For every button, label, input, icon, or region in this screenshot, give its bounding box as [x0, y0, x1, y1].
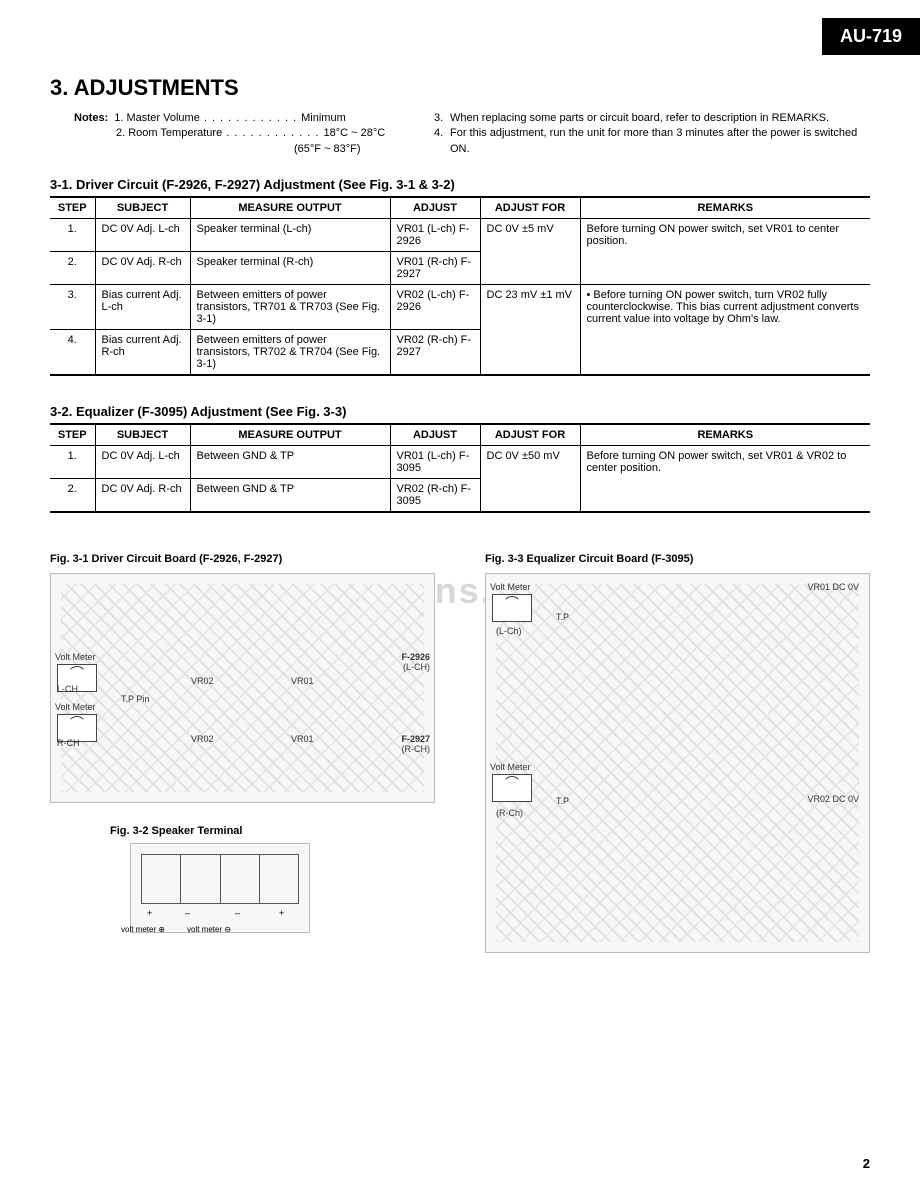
cell-measure: Between GND & TP: [190, 446, 390, 479]
fig-3-3-diagram: Volt Meter Volt Meter (L-Ch) (R-Ch) T.P …: [485, 573, 870, 953]
volt-meter-icon: [492, 774, 532, 802]
note-1-value: Minimum: [301, 111, 346, 126]
label-tp: T.P: [556, 612, 569, 622]
cell-subject: Bias current Adj. R-ch: [95, 330, 190, 376]
cell-subject: Bias current Adj. L-ch: [95, 285, 190, 330]
label-volt-meter: Volt Meter: [490, 582, 531, 592]
label-lch: (L-Ch): [496, 626, 522, 636]
page-number: 2: [863, 1156, 870, 1171]
note-4-text: For this adjustment, run the unit for mo…: [450, 126, 870, 157]
cell-measure: Between emitters of power transistors, T…: [190, 330, 390, 376]
model-badge: AU-719: [822, 18, 920, 55]
label-minus: –: [235, 908, 240, 918]
note-4-num: 4.: [434, 126, 450, 157]
cell-remarks: • Before turning ON power switch, turn V…: [580, 285, 870, 376]
label-volt-meter: Volt Meter: [490, 762, 531, 772]
th-step: STEP: [50, 197, 95, 219]
cell-remarks: Before turning ON power switch, set VR01…: [580, 219, 870, 285]
th-adjust: ADJUST: [390, 424, 480, 446]
fig-3-2-diagram: + – – + volt meter ⊕ volt meter ⊖: [130, 843, 310, 933]
label-vr01: VR01 DC 0V: [807, 582, 859, 592]
page-heading: 3. ADJUSTMENTS: [50, 75, 870, 101]
label-tp: T.P Pin: [121, 694, 149, 704]
cell-adjust: VR02 (R-ch) F-2927: [390, 330, 480, 376]
label-vr02: VR02 DC 0V: [807, 794, 859, 804]
table-3-2: STEP SUBJECT MEASURE OUTPUT ADJUST ADJUS…: [50, 423, 870, 513]
cell-remarks: Before turning ON power switch, set VR01…: [580, 446, 870, 513]
label-volt-meter: Volt Meter: [55, 652, 96, 662]
label-minus: –: [185, 908, 190, 918]
label-lch: L-CH: [57, 684, 78, 694]
notes-block: Notes: 1. Master Volume Minimum 2. Room …: [74, 111, 870, 157]
cell-measure: Between emitters of power transistors, T…: [190, 285, 390, 330]
cell-subject: DC 0V Adj. R-ch: [95, 252, 190, 285]
th-subject: SUBJECT: [95, 424, 190, 446]
dots-icon: [222, 126, 323, 141]
cell-adjust-for: DC 0V ±50 mV: [480, 446, 580, 513]
note-2-value: 18°C ~ 28°C: [323, 126, 385, 141]
label-rch: R-CH: [57, 738, 80, 748]
label-f2926-sub: (L-CH): [403, 662, 430, 672]
fig-3-3-title: Fig. 3-3 Equalizer Circuit Board (F-3095…: [485, 553, 870, 565]
cell-adjust-for: DC 23 mV ±1 mV: [480, 285, 580, 376]
cell-subject: DC 0V Adj. L-ch: [95, 446, 190, 479]
label-vm-plus: volt meter ⊕: [121, 925, 165, 934]
note-2-subvalue: (65°F ~ 83°F): [294, 142, 414, 157]
cell-step: 4.: [50, 330, 95, 376]
label-plus: +: [147, 908, 152, 918]
label-plus: +: [279, 908, 284, 918]
th-adjust: ADJUST: [390, 197, 480, 219]
cell-adjust: VR01 (R-ch) F-2927: [390, 252, 480, 285]
cell-step: 2.: [50, 479, 95, 513]
th-adjust-for: ADJUST FOR: [480, 197, 580, 219]
fig-3-1-title: Fig. 3-1 Driver Circuit Board (F-2926, F…: [50, 553, 435, 565]
cell-subject: DC 0V Adj. L-ch: [95, 219, 190, 252]
label-volt-meter: Volt Meter: [55, 702, 96, 712]
cell-step: 3.: [50, 285, 95, 330]
cell-adjust: VR01 (L-ch) F-3095: [390, 446, 480, 479]
notes-label: Notes:: [74, 111, 108, 126]
volt-meter-icon: [492, 594, 532, 622]
dots-icon: [200, 111, 301, 126]
cell-measure: Between GND & TP: [190, 479, 390, 513]
cell-adjust: VR02 (L-ch) F-2926: [390, 285, 480, 330]
note-1-label: 1. Master Volume: [114, 111, 200, 126]
label-vr02: VR02: [191, 734, 214, 744]
th-measure: MEASURE OUTPUT: [190, 197, 390, 219]
cell-adjust: VR02 (R-ch) F-3095: [390, 479, 480, 513]
label-rch: (R-Ch): [496, 808, 523, 818]
cell-measure: Speaker terminal (R-ch): [190, 252, 390, 285]
label-vr01: VR01: [291, 676, 314, 686]
cell-measure: Speaker terminal (L-ch): [190, 219, 390, 252]
label-tp: T.P: [556, 796, 569, 806]
fig-3-2-title: Fig. 3-2 Speaker Terminal: [110, 825, 435, 837]
section-3-2-title: 3-2. Equalizer (F-3095) Adjustment (See …: [50, 404, 870, 419]
label-f2927: F-2927: [401, 734, 430, 744]
th-remarks: REMARKS: [580, 197, 870, 219]
cell-adjust-for: DC 0V ±5 mV: [480, 219, 580, 285]
label-vr02: VR02: [191, 676, 214, 686]
th-step: STEP: [50, 424, 95, 446]
cell-step: 1.: [50, 446, 95, 479]
label-vr01: VR01: [291, 734, 314, 744]
note-2-label: 2. Room Temperature: [116, 126, 222, 141]
th-measure: MEASURE OUTPUT: [190, 424, 390, 446]
cell-step: 1.: [50, 219, 95, 252]
label-f2927-sub: (R-CH): [402, 744, 431, 754]
cell-subject: DC 0V Adj. R-ch: [95, 479, 190, 513]
table-3-1: STEP SUBJECT MEASURE OUTPUT ADJUST ADJUS…: [50, 196, 870, 376]
note-3-text: When replacing some parts or circuit boa…: [450, 111, 829, 126]
th-subject: SUBJECT: [95, 197, 190, 219]
th-adjust-for: ADJUST FOR: [480, 424, 580, 446]
label-f2926: F-2926: [401, 652, 430, 662]
label-vm-minus: volt meter ⊖: [187, 925, 231, 934]
section-3-1-title: 3-1. Driver Circuit (F-2926, F-2927) Adj…: [50, 177, 870, 192]
cell-adjust: VR01 (L-ch) F-2926: [390, 219, 480, 252]
cell-step: 2.: [50, 252, 95, 285]
note-3-num: 3.: [434, 111, 450, 126]
th-remarks: REMARKS: [580, 424, 870, 446]
fig-3-1-diagram: Volt Meter Volt Meter L-CH R-CH T.P Pin …: [50, 573, 435, 803]
